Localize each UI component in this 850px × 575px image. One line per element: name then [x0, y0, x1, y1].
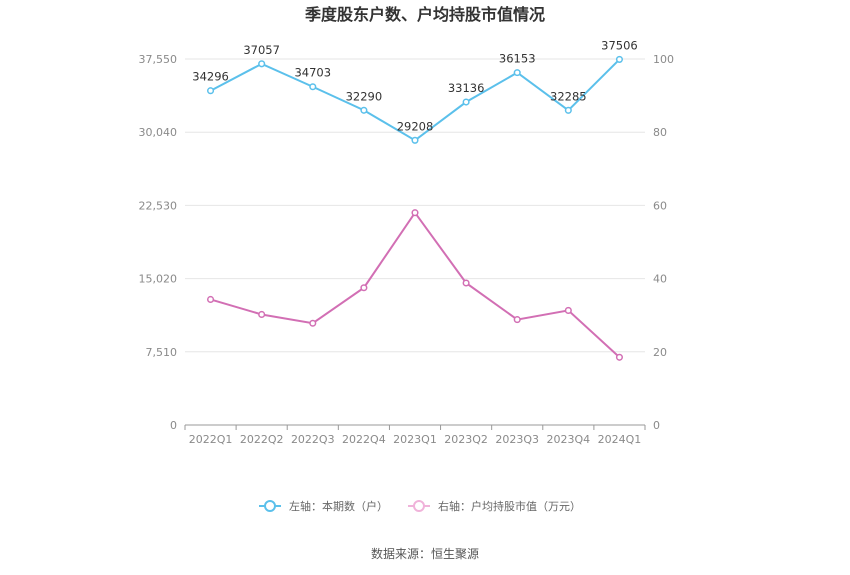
legend-marker-left — [264, 500, 276, 512]
source-note: 数据来源：恒生聚源 — [371, 546, 479, 561]
data-label: 37057 — [243, 43, 280, 57]
x-axis: 2022Q1 2022Q2 2022Q3 2022Q4 2023Q1 2023Q2 2023… — [184, 425, 646, 446]
legend: 左轴：本期数（户） 右轴：户均持股市值（万元） — [259, 499, 581, 513]
x-tick-label: 2023Q4 — [547, 433, 591, 446]
x-tick-label: 2023Q2 — [444, 433, 488, 446]
data-point-right[interactable] — [615, 353, 623, 361]
legend-label-left: 左轴：本期数（户） — [289, 499, 388, 513]
left-tick-label: 22,530 — [139, 199, 178, 212]
left-tick-label: 7,510 — [146, 346, 178, 359]
x-tick-label: 2023Q1 — [393, 433, 437, 446]
data-label: 29208 — [397, 119, 434, 133]
data-point-left[interactable] — [615, 55, 623, 63]
x-tick-label: 2022Q2 — [240, 433, 284, 446]
legend-label-right: 右轴：户均持股市值（万元） — [438, 499, 581, 513]
left-tick-label: 15,020 — [139, 273, 178, 286]
right-tick-label: 40 — [653, 273, 667, 286]
right-tick-label: 60 — [653, 199, 667, 212]
right-tick-label: 0 — [653, 419, 660, 432]
legend-item-left[interactable]: 左轴：本期数（户） — [259, 499, 388, 513]
x-tick-label: 2022Q1 — [189, 433, 233, 446]
x-tick-label: 2024Q1 — [598, 433, 642, 446]
left-axis: 0 7,510 15,020 22,530 30,040 37,550 — [139, 53, 178, 432]
data-point-right[interactable] — [258, 310, 266, 319]
data-label: 34703 — [294, 66, 331, 80]
data-point-left[interactable] — [411, 136, 419, 144]
left-tick-label: 30,040 — [139, 126, 178, 139]
data-point-right[interactable] — [564, 306, 572, 314]
data-point-left[interactable] — [462, 98, 470, 106]
data-label: 32290 — [346, 89, 383, 103]
data-point-right[interactable] — [462, 279, 470, 287]
grid — [185, 58, 645, 426]
data-label: 32285 — [550, 89, 587, 103]
data-point-left[interactable] — [564, 106, 572, 114]
legend-marker-right — [413, 500, 425, 512]
data-label: 34296 — [192, 70, 229, 84]
x-tick-label: 2022Q4 — [342, 433, 386, 446]
legend-item-right[interactable]: 右轴：户均持股市值（万元） — [408, 499, 581, 513]
right-tick-label: 100 — [653, 53, 674, 66]
data-point-right[interactable] — [411, 209, 419, 217]
data-point-right[interactable] — [360, 284, 368, 292]
data-label: 37506 — [601, 38, 638, 52]
left-tick-label: 0 — [170, 419, 177, 432]
data-point-left[interactable] — [207, 87, 215, 95]
data-point-left[interactable] — [258, 60, 266, 68]
data-point-right[interactable] — [207, 295, 215, 304]
right-tick-label: 80 — [653, 126, 667, 139]
data-label: 36153 — [499, 52, 536, 66]
data-point-right[interactable] — [309, 319, 317, 327]
right-tick-label: 20 — [653, 346, 667, 359]
x-tick-label: 2023Q3 — [495, 433, 539, 446]
right-axis: 0 20 40 60 80 100 — [653, 53, 674, 432]
series-line-right — [210, 210, 621, 359]
left-tick-label: 37,550 — [139, 53, 178, 66]
chart-title: 季度股东户数、户均持股市值情况 — [304, 5, 545, 24]
data-label: 33136 — [448, 81, 485, 95]
data-point-left[interactable] — [309, 83, 317, 91]
data-point-right[interactable] — [513, 316, 521, 324]
x-tick-label: 2022Q3 — [291, 433, 335, 446]
data-point-left[interactable] — [513, 69, 521, 77]
data-point-left[interactable] — [360, 106, 368, 114]
series-layer: 34296 37057 34703 32290 29208 33136 36153 32285… — [192, 38, 638, 361]
